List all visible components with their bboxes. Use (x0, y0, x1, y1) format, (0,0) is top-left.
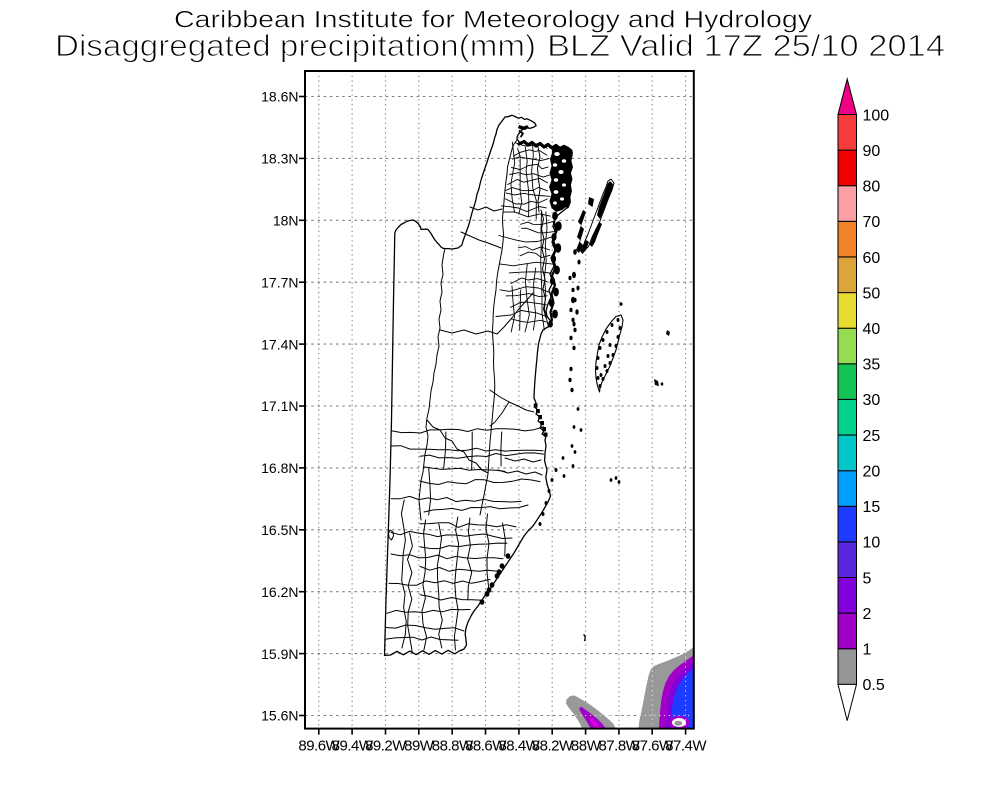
svg-text:20: 20 (863, 464, 881, 481)
svg-text:89.4W: 89.4W (332, 738, 374, 755)
svg-text:100: 100 (863, 107, 890, 124)
svg-text:89.2W: 89.2W (365, 738, 407, 755)
svg-text:70: 70 (863, 214, 881, 231)
svg-text:Disaggregated precipitation(mm: Disaggregated precipitation(mm) (55, 28, 536, 63)
svg-text:89.6W: 89.6W (298, 738, 340, 755)
svg-text:17.4N: 17.4N (261, 336, 298, 352)
svg-text:18N: 18N (273, 213, 299, 229)
svg-text:87.4W: 87.4W (665, 738, 707, 755)
svg-text:17.7N: 17.7N (261, 274, 298, 290)
svg-text:15.6N: 15.6N (261, 708, 298, 724)
svg-text:88W: 88W (571, 738, 602, 755)
svg-text:Caribbean Institute for Meteor: Caribbean Institute for Meteorology and … (174, 7, 812, 34)
svg-text:89W: 89W (404, 738, 435, 755)
svg-text:80: 80 (863, 179, 881, 196)
svg-text:2: 2 (863, 606, 872, 623)
svg-text:40: 40 (863, 321, 881, 338)
svg-text:BLZ Valid 17Z 25/10 2014: BLZ Valid 17Z 25/10 2014 (547, 28, 945, 63)
svg-text:25: 25 (863, 428, 881, 445)
svg-text:1: 1 (863, 642, 872, 659)
svg-text:87.6W: 87.6W (632, 738, 674, 755)
svg-text:15: 15 (863, 499, 881, 516)
svg-text:5: 5 (863, 570, 872, 587)
svg-text:88.4W: 88.4W (498, 738, 540, 755)
svg-text:17.1N: 17.1N (261, 398, 298, 414)
svg-text:87.8W: 87.8W (598, 738, 640, 755)
svg-text:15.9N: 15.9N (261, 646, 298, 662)
svg-text:35: 35 (863, 357, 881, 374)
svg-text:88.8W: 88.8W (432, 738, 474, 755)
svg-text:16.2N: 16.2N (261, 584, 298, 600)
svg-text:60: 60 (863, 250, 881, 267)
svg-text:0.5: 0.5 (863, 677, 885, 694)
svg-text:18.6N: 18.6N (261, 89, 298, 105)
svg-text:16.5N: 16.5N (261, 522, 298, 538)
svg-text:88.6W: 88.6W (465, 738, 507, 755)
svg-text:18.3N: 18.3N (261, 151, 298, 167)
svg-text:88.2W: 88.2W (532, 738, 574, 755)
svg-text:50: 50 (863, 285, 881, 302)
svg-text:90: 90 (863, 143, 881, 160)
svg-text:10: 10 (863, 535, 881, 552)
svg-text:30: 30 (863, 392, 881, 409)
svg-text:16.8N: 16.8N (261, 460, 298, 476)
